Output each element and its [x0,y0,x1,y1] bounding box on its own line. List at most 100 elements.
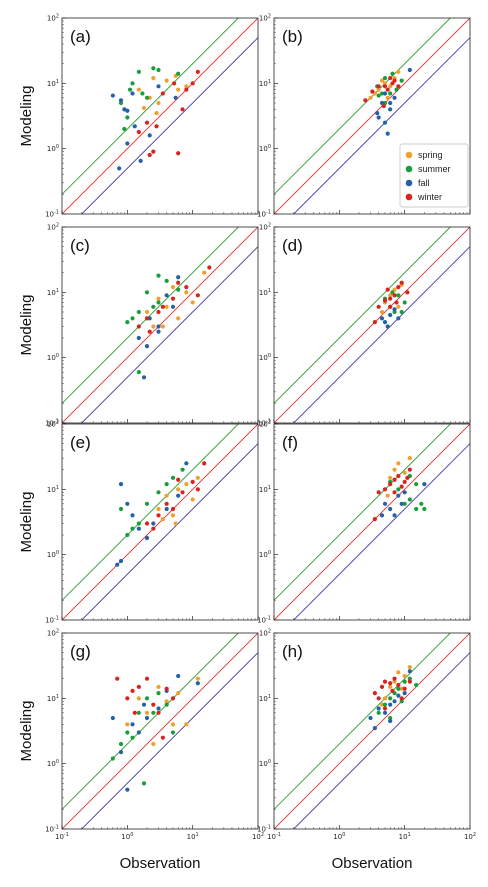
scatter-point-winter [376,490,381,495]
scatter-point-winter [156,309,161,315]
scatter-point-summer [156,273,161,278]
scatter-point-winter [392,477,397,482]
scatter-point-summer [414,506,419,512]
y-tick-label: 100 [259,759,271,768]
scatter-point-spring [184,290,189,295]
scatter-point-winter [396,473,401,479]
reference-line-half [293,652,470,829]
panel-a: 10-1 100 101 102 (a) [45,14,259,219]
scatter-point-fall [141,702,147,707]
scatter-point-fall [156,706,161,711]
scatter-point-summer [390,290,395,295]
y-tick-label: 10-1 [45,419,59,428]
scatter-point-summer [151,304,156,309]
scatter-point-winter [125,696,130,701]
y-tick-label: 102 [47,14,59,23]
panel-h: 10-1 100 101 102 10-1 100 101 102 (h) [257,629,476,842]
scatter-point-spring [388,684,393,689]
scatter-point-fall [164,506,169,512]
scatter-point-winter [136,324,141,329]
y-tick-label: 10-1 [45,825,59,834]
y-tick-label: 101 [47,79,59,88]
scatter-point-winter [385,287,390,292]
scatter-point-summer [140,91,145,96]
scatter-point-fall [392,513,397,518]
scatter-point-spring [184,84,189,89]
scatter-point-summer [130,735,135,740]
y-tick-label: 102 [47,223,59,232]
y-tick-label: 101 [47,485,59,494]
reference-line-one-to-one [274,633,470,829]
scatter-point-winter [376,304,381,309]
reference-line-half [81,652,258,829]
scatter-point-spring [392,679,397,684]
scatter-point-fall [138,158,143,163]
scatter-point-winter [382,679,388,684]
scatter-point-spring [396,461,401,466]
y-tick-label: 100 [259,353,271,362]
scatter-point-spring [396,69,401,74]
scatter-point-winter [363,98,368,103]
reference-line-half [293,37,470,214]
scatter-point-winter [144,120,150,125]
reference-line-double [62,424,239,601]
legend-marker-spring [405,151,413,159]
scatter-point-spring [136,87,141,92]
scatter-point-winter [154,124,159,129]
scatter-point-fall [176,673,181,679]
scatter-point-fall [141,375,147,380]
scatter-point-summer [130,526,135,531]
legend-marker-summer [405,165,413,173]
x-tick-label: 102 [252,832,264,841]
scatter-point-summer [388,696,393,701]
y-tick-label: 100 [47,144,59,153]
scatter-point-winter [130,688,135,693]
scatter-point-spring [402,673,407,679]
scatter-point-winter [392,293,397,298]
scatter-point-fall [392,699,397,704]
scatter-point-fall [136,730,141,735]
scatter-point-fall [176,275,181,280]
scatter-point-winter [392,78,397,83]
y-axis-title: Modeling [18,701,35,762]
scatter-point-fall [118,750,124,755]
scatter-point-summer [170,730,176,735]
reference-line-half [293,246,470,423]
scatter-point-summer [419,501,424,506]
scatter-point-fall [125,787,130,792]
scatter-point-winter [394,300,399,305]
scatter-point-winter [176,477,181,482]
scatter-point-spring [141,105,147,111]
scatter-point-spring [388,84,393,89]
panel-label: (d) [282,236,303,255]
y-tick-label: 101 [259,79,271,88]
legend-marker-fall [405,179,413,187]
scatter-point-winter [170,296,176,301]
plot-frame [273,226,471,424]
scatter-point-spring [399,686,404,691]
scatter-point-spring [190,497,195,502]
scatter-point-summer [125,320,130,325]
scatter-point-summer [176,71,181,76]
scatter-point-fall [382,710,388,715]
scatter-point-fall [379,513,385,518]
scatter-point-summer [164,278,169,283]
reference-line-one-to-one [62,227,258,423]
scatter-point-winter [160,91,165,96]
scatter-point-winter [372,517,377,522]
plot-frame [273,17,471,215]
scatter-point-spring [396,670,401,675]
y-tick-label: 100 [47,759,59,768]
scatter-point-summer [407,676,412,681]
scatter-point-spring [379,78,385,83]
y-tick-label: 102 [259,420,271,429]
panel-d: 10-1 100 101 102 (d) [257,223,471,428]
scatter-point-summer [122,126,127,132]
scatter-point-spring [164,699,169,704]
reference-line-half [293,443,470,620]
scatter-point-summer [125,532,130,538]
reference-line-double [62,633,239,810]
y-tick-label: 101 [47,288,59,297]
reference-line-half [81,246,258,423]
scatter-point-winter [184,87,189,92]
